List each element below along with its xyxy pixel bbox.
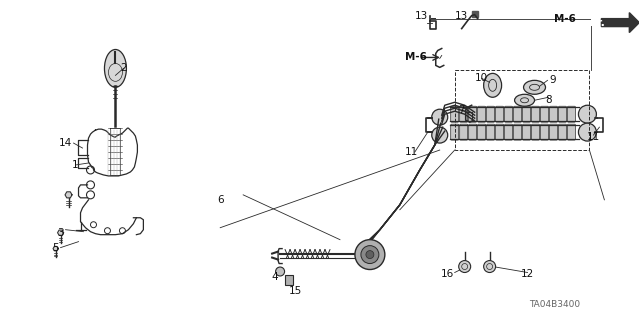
Circle shape xyxy=(459,261,470,272)
Circle shape xyxy=(355,240,385,270)
Circle shape xyxy=(432,109,448,125)
FancyBboxPatch shape xyxy=(477,106,486,122)
Circle shape xyxy=(361,246,379,263)
Ellipse shape xyxy=(524,80,545,94)
FancyBboxPatch shape xyxy=(532,106,540,122)
Text: 9: 9 xyxy=(549,75,556,85)
Text: 8: 8 xyxy=(545,95,552,105)
FancyBboxPatch shape xyxy=(468,106,477,122)
FancyBboxPatch shape xyxy=(468,124,477,140)
Text: M-6: M-6 xyxy=(405,52,427,63)
Text: 4: 4 xyxy=(272,272,278,283)
Text: 14: 14 xyxy=(59,138,72,148)
FancyBboxPatch shape xyxy=(451,106,459,122)
Text: 1: 1 xyxy=(72,160,79,170)
FancyBboxPatch shape xyxy=(513,124,522,140)
FancyBboxPatch shape xyxy=(486,106,495,122)
Text: 5: 5 xyxy=(52,243,59,253)
Circle shape xyxy=(366,251,374,259)
Polygon shape xyxy=(472,11,477,17)
FancyBboxPatch shape xyxy=(532,124,540,140)
FancyBboxPatch shape xyxy=(522,124,531,140)
FancyBboxPatch shape xyxy=(504,106,513,122)
Text: 15: 15 xyxy=(289,286,301,296)
Polygon shape xyxy=(602,13,639,33)
FancyBboxPatch shape xyxy=(504,124,513,140)
Text: 16: 16 xyxy=(441,270,454,279)
FancyBboxPatch shape xyxy=(541,124,548,140)
Text: 13: 13 xyxy=(415,11,428,21)
FancyBboxPatch shape xyxy=(285,275,292,285)
Circle shape xyxy=(484,261,495,272)
FancyBboxPatch shape xyxy=(541,106,548,122)
Ellipse shape xyxy=(484,73,502,97)
Ellipse shape xyxy=(104,49,127,87)
FancyBboxPatch shape xyxy=(568,106,575,122)
Polygon shape xyxy=(58,230,63,235)
FancyBboxPatch shape xyxy=(451,124,459,140)
FancyBboxPatch shape xyxy=(486,124,495,140)
Text: 2: 2 xyxy=(120,63,127,73)
Text: M-6: M-6 xyxy=(554,14,575,24)
FancyBboxPatch shape xyxy=(460,124,468,140)
Text: 10: 10 xyxy=(475,73,488,83)
FancyBboxPatch shape xyxy=(550,106,557,122)
Text: 6: 6 xyxy=(217,195,223,205)
Circle shape xyxy=(276,267,285,276)
Text: 3: 3 xyxy=(57,228,64,238)
FancyBboxPatch shape xyxy=(568,124,575,140)
FancyBboxPatch shape xyxy=(559,124,566,140)
Text: TA04B3400: TA04B3400 xyxy=(529,300,580,309)
FancyBboxPatch shape xyxy=(495,124,504,140)
Polygon shape xyxy=(53,247,58,251)
FancyBboxPatch shape xyxy=(513,106,522,122)
FancyBboxPatch shape xyxy=(559,106,566,122)
FancyBboxPatch shape xyxy=(460,106,468,122)
Circle shape xyxy=(432,127,448,143)
Text: 11: 11 xyxy=(405,147,419,157)
FancyBboxPatch shape xyxy=(477,124,486,140)
Ellipse shape xyxy=(515,94,534,106)
Circle shape xyxy=(579,123,596,141)
Circle shape xyxy=(579,105,596,123)
FancyBboxPatch shape xyxy=(550,124,557,140)
Text: Fr.: Fr. xyxy=(590,18,605,28)
Text: 13: 13 xyxy=(455,11,468,21)
Text: 12: 12 xyxy=(521,270,534,279)
Text: 7: 7 xyxy=(458,105,465,115)
Polygon shape xyxy=(65,192,72,198)
FancyBboxPatch shape xyxy=(495,106,504,122)
Text: 11: 11 xyxy=(587,132,600,142)
FancyBboxPatch shape xyxy=(522,106,531,122)
